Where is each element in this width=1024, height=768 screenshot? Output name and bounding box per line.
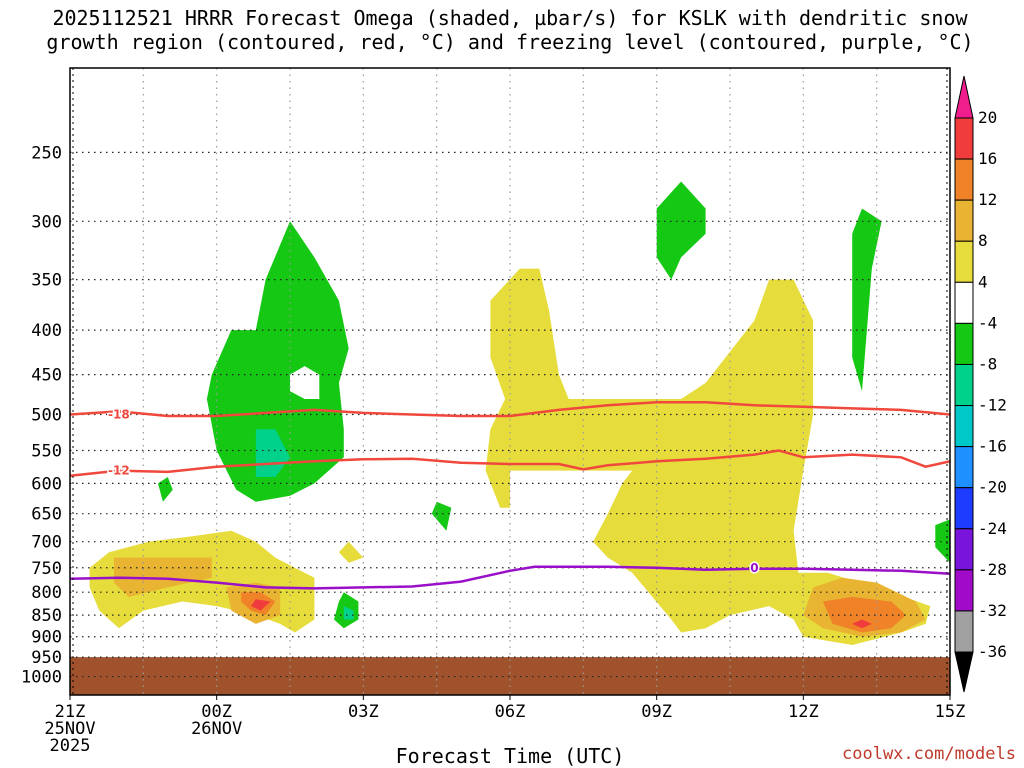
x-tick-label-3-0: 00Z: [201, 702, 232, 722]
colorbar-bin-8: [954, 446, 974, 489]
colorbar-bin-7: [954, 405, 974, 448]
colorbar-label-13: -36: [978, 642, 1007, 661]
y-tick-label-700: 700: [31, 533, 62, 553]
colorbar-bin-6: [954, 363, 974, 407]
contour-label-dgz_-12: -12: [108, 464, 130, 478]
x-tick-label-9-0: 06Z: [495, 702, 526, 722]
title-line-2: growth region (contoured, red, °C) and f…: [46, 30, 974, 54]
colorbar-bin-12: [954, 610, 974, 653]
y-tick-label-400: 400: [31, 321, 62, 341]
contour-label-freezing_0: 0: [750, 561, 758, 575]
colorbar-bin-3: [954, 240, 974, 283]
colorbar-label-6: -8: [978, 354, 997, 373]
omega-region-10: [485, 268, 931, 645]
chart-title: 2025112521 HRRR Forecast Omega (shaded, …: [0, 6, 1020, 54]
y-tick-label-1000: 1000: [21, 668, 62, 688]
plot-area: -18 -12 0: [70, 68, 950, 695]
y-tick-label-550: 550: [31, 442, 62, 462]
y-tick-label-450: 450: [31, 366, 62, 386]
colorbar-label-0: 20: [978, 108, 997, 127]
x-tick-label-15-0: 12Z: [788, 702, 819, 722]
contour-dgz_-12: [70, 449, 950, 478]
contour-dgz_-18: [70, 400, 950, 418]
colorbar-bin-4: [954, 281, 974, 324]
y-tick-label-800: 800: [31, 583, 62, 603]
colorbar-label-4: 4: [978, 272, 988, 291]
omega-region-5: [158, 477, 173, 502]
colorbar: 20 16 12 8 4 -4 -8 -12 -16 -20 -24 -28 -32 -36: [954, 75, 1007, 693]
colorbar-label-7: -12: [978, 396, 1007, 415]
x-tick-label-18-0: 15Z: [935, 702, 966, 722]
colorbar-label-12: -32: [978, 601, 1007, 620]
x-tick-label-12-0: 09Z: [641, 702, 672, 722]
y-tick-label-900: 900: [31, 628, 62, 648]
x-tick-label-0-0: 21Z: [55, 702, 86, 722]
colorbar-bottom-arrow: [954, 651, 974, 693]
colorbar-bin-5: [954, 322, 974, 365]
omega-region-4: [852, 208, 882, 392]
colorbar-bin-10: [954, 528, 974, 571]
x-tick-label-6-0: 03Z: [348, 702, 379, 722]
colorbar-label-1: 16: [978, 149, 997, 168]
y-tick-label-650: 650: [31, 505, 62, 525]
colorbar-bin-2: [954, 199, 974, 242]
omega-region-0: [206, 221, 349, 502]
omega-region-13: [114, 557, 212, 597]
grid-lines: [70, 68, 950, 695]
colorbar-label-3: 8: [978, 231, 988, 250]
colorbar-bin-9: [954, 487, 974, 530]
colorbar-top-arrow: [954, 75, 974, 119]
colorbar-label-5: -4: [978, 313, 997, 332]
y-tick-label-850: 850: [31, 606, 62, 626]
y-tick-label-600: 600: [31, 474, 62, 494]
contour-freezing_0: [70, 565, 950, 590]
omega-region-19: [852, 619, 872, 629]
contour-label-dgz_-18: -18: [108, 407, 130, 421]
colorbar-bin-1: [954, 158, 974, 201]
x-tick-label-3-1: 26NOV: [191, 719, 242, 739]
title-line-1: 2025112521 HRRR Forecast Omega (shaded, …: [52, 6, 968, 30]
y-tick-label-350: 350: [31, 271, 62, 291]
colorbar-label-10: -24: [978, 519, 1007, 538]
omega-region-18: [822, 596, 906, 633]
omega-region-3: [656, 181, 706, 280]
omega-region-9: [935, 519, 950, 563]
omega-region-12: [338, 541, 364, 563]
omega-region-1: [290, 366, 320, 399]
y-tick-label-950: 950: [31, 648, 62, 668]
y-tick-label-250: 250: [31, 143, 62, 163]
colorbar-label-9: -20: [978, 478, 1007, 497]
x-axis-label: Forecast Time (UTC): [395, 744, 625, 768]
colorbar-label-2: 12: [978, 190, 997, 209]
y-tick-label-500: 500: [31, 405, 62, 425]
y-tick-label-750: 750: [31, 559, 62, 579]
colorbar-label-11: -28: [978, 560, 1007, 579]
colorbar-bin-11: [954, 569, 974, 612]
colorbar-bin-0: [954, 117, 974, 160]
credit-link[interactable]: coolwx.com/models: [842, 744, 1016, 764]
x-tick-label-0-2: 2025: [50, 736, 91, 756]
x-tick-label-0-1: 25NOV: [44, 719, 95, 739]
omega-region-8: [343, 606, 354, 620]
omega-region-6: [431, 501, 452, 531]
y-tick-label-300: 300: [31, 212, 62, 232]
colorbar-label-8: -16: [978, 437, 1007, 456]
omega-region-16: [250, 599, 271, 611]
